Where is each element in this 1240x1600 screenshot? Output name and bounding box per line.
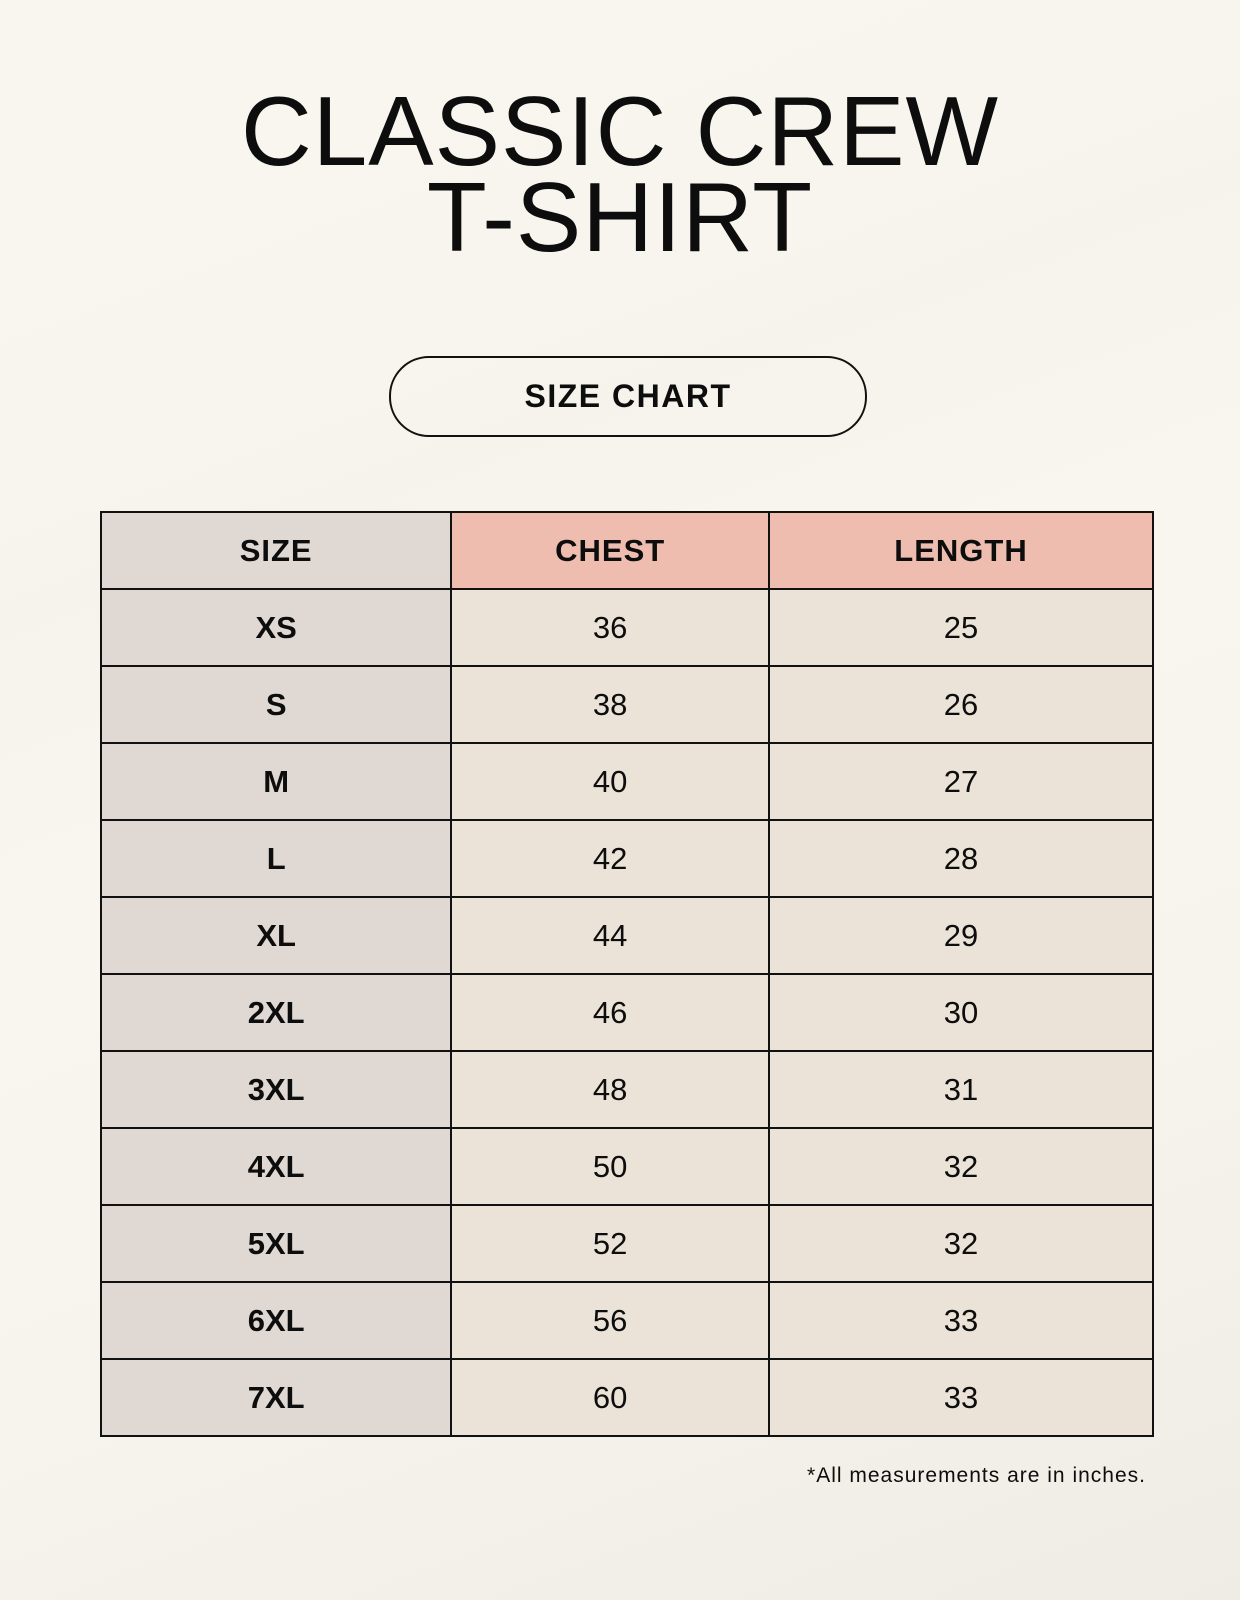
cell-chest: 56 [450, 1281, 771, 1360]
cell-size: 6XL [99, 1281, 453, 1360]
cell-chest: 38 [450, 665, 771, 744]
cell-size: M [99, 742, 453, 821]
table-row: 5XL 52 32 [99, 1204, 1154, 1283]
cell-size: 2XL [99, 973, 453, 1052]
header-size: SIZE [99, 511, 453, 590]
cell-chest: 36 [450, 588, 771, 667]
size-table: SIZE CHEST LENGTH XS 36 25 S 38 26 M 40 27 L 42 28 X… [99, 511, 1154, 1437]
cell-chest: 50 [450, 1127, 771, 1206]
cell-size: S [99, 665, 453, 744]
cell-length: 33 [768, 1358, 1154, 1437]
cell-length: 27 [768, 742, 1154, 821]
cell-chest: 52 [450, 1204, 771, 1283]
title-line-2: T-SHIRT [426, 162, 814, 272]
table-row: M 40 27 [99, 742, 1154, 821]
cell-chest: 44 [450, 896, 771, 975]
cell-chest: 60 [450, 1358, 771, 1437]
cell-length: 32 [768, 1204, 1154, 1283]
cell-length: 26 [768, 665, 1154, 744]
cell-length: 32 [768, 1127, 1154, 1206]
table-row: 2XL 46 30 [99, 973, 1154, 1052]
cell-size: XL [99, 896, 453, 975]
table-header-row: SIZE CHEST LENGTH [99, 511, 1154, 590]
cell-size: 5XL [99, 1204, 453, 1283]
cell-chest: 48 [450, 1050, 771, 1129]
header-length: LENGTH [768, 511, 1154, 590]
cell-chest: 42 [450, 819, 771, 898]
table-row: XS 36 25 [99, 588, 1154, 667]
title-line-1: CLASSIC CREW [240, 76, 999, 186]
cell-size: 4XL [99, 1127, 453, 1206]
table-row: 7XL 60 33 [99, 1358, 1154, 1437]
page-title: CLASSIC CREW T-SHIRT [0, 76, 1240, 272]
cell-length: 33 [768, 1281, 1154, 1360]
cell-length: 25 [768, 588, 1154, 667]
cell-size: XS [99, 588, 453, 667]
cell-chest: 40 [450, 742, 771, 821]
cell-length: 30 [768, 973, 1154, 1052]
cell-size: 3XL [99, 1050, 453, 1129]
cell-length: 29 [768, 896, 1154, 975]
size-chart-label: SIZE CHART [389, 356, 867, 437]
cell-size: 7XL [99, 1358, 453, 1437]
cell-chest: 46 [450, 973, 771, 1052]
table-row: 3XL 48 31 [99, 1050, 1154, 1129]
cell-length: 31 [768, 1050, 1154, 1129]
table-row: 6XL 56 33 [99, 1281, 1154, 1360]
footnote: *All measurements are in inches. [807, 1464, 1146, 1487]
table-row: S 38 26 [99, 665, 1154, 744]
cell-size: L [99, 819, 453, 898]
table-row: XL 44 29 [99, 896, 1154, 975]
table-row: 4XL 50 32 [99, 1127, 1154, 1206]
cell-length: 28 [768, 819, 1154, 898]
table-row: L 42 28 [99, 819, 1154, 898]
header-chest: CHEST [450, 511, 771, 590]
